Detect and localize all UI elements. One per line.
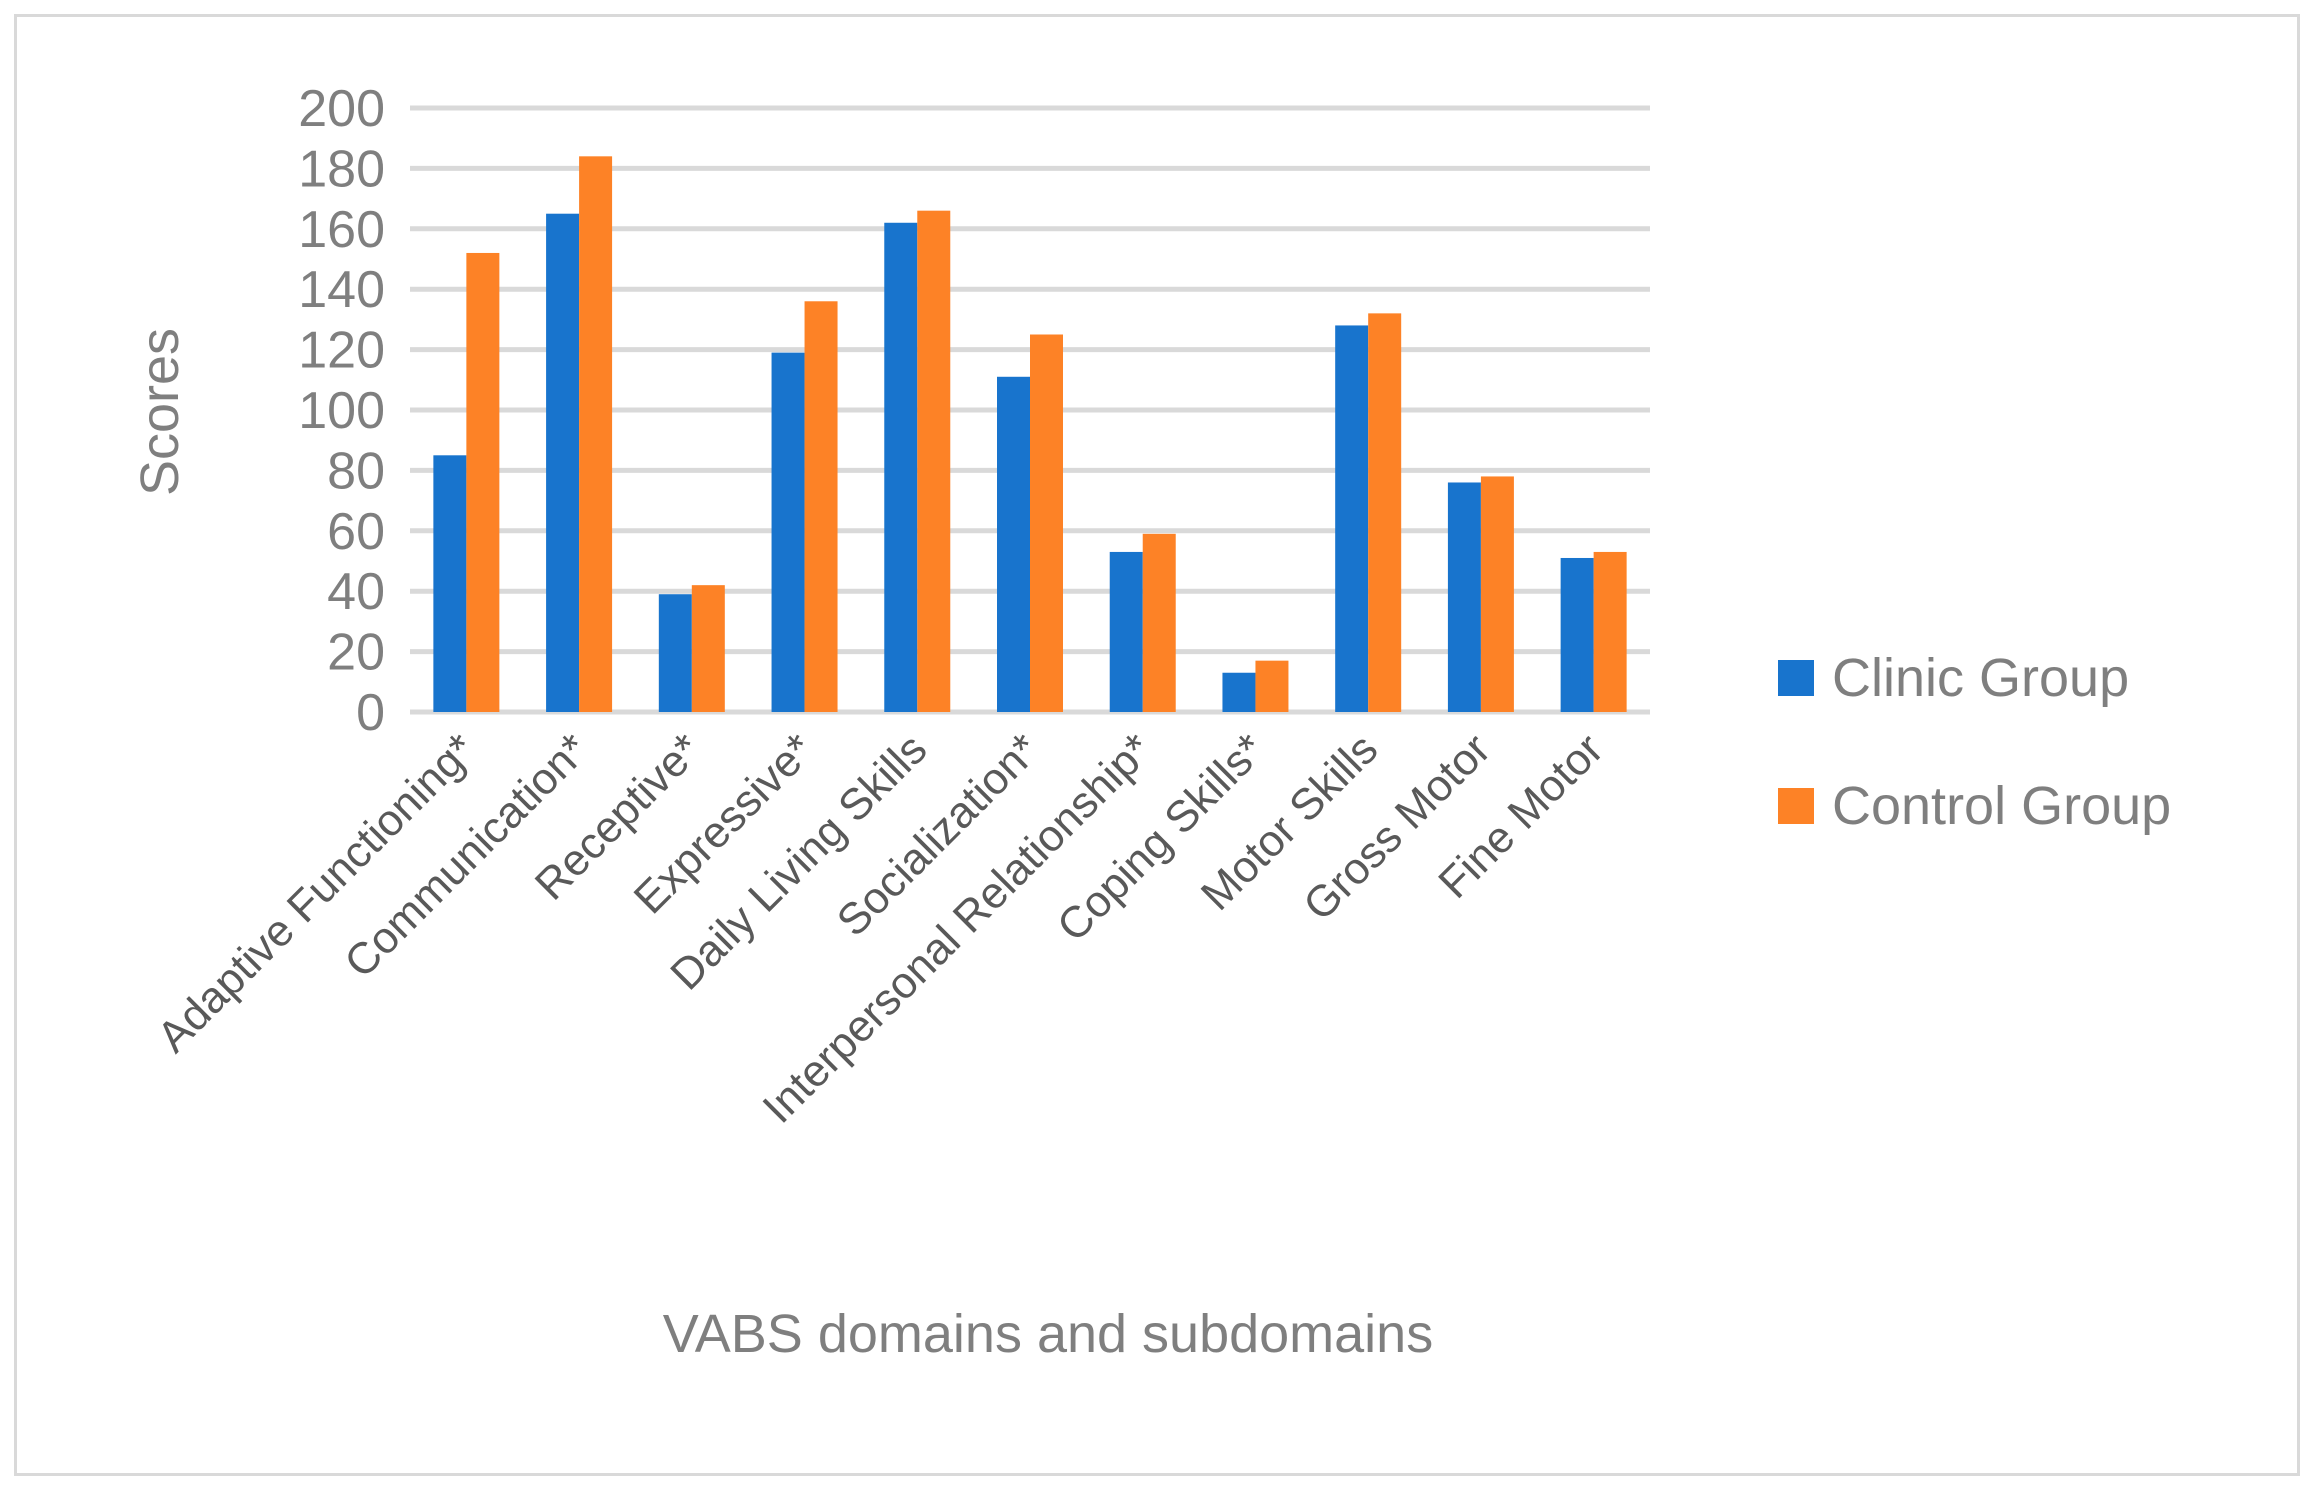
bar-control-8 [1368, 313, 1402, 712]
legend-label-1: Control Group [1832, 776, 2171, 836]
x-axis-title: VABS domains and subdomains [663, 1304, 1433, 1364]
bar-control-3 [804, 301, 838, 712]
bar-clinic-5 [997, 376, 1030, 712]
bar-control-10 [1593, 551, 1627, 712]
bar-clinic-1 [546, 213, 580, 712]
bar-clinic-0 [433, 455, 467, 712]
bar-clinic-3 [771, 352, 805, 712]
bars [433, 156, 1627, 712]
bar-control-4 [917, 210, 951, 712]
chart-frame [14, 14, 2300, 1476]
bar-control-1 [579, 156, 613, 712]
legend-label-0: Clinic Group [1832, 648, 2129, 708]
legend-swatch-0 [1778, 660, 1814, 696]
y-tick-label: 120 [298, 322, 385, 380]
y-tick-label: 20 [327, 624, 385, 682]
bar-control-5 [1030, 334, 1063, 712]
bar-clinic-2 [658, 594, 692, 712]
bar-control-6 [1142, 533, 1176, 712]
y-tick-label: 160 [298, 201, 385, 259]
bar-clinic-9 [1447, 482, 1481, 712]
bar-control-9 [1480, 476, 1514, 712]
bar-clinic-4 [884, 222, 918, 712]
y-tick-label: 60 [327, 503, 385, 561]
y-tick-label: 80 [327, 442, 385, 500]
y-tick-label: 140 [298, 261, 385, 319]
x-axis-category-labels: Adaptive Functioning*Communication*Recep… [148, 724, 1613, 1132]
bar-control-0 [466, 252, 500, 712]
bar-clinic-7 [1222, 672, 1256, 712]
bar-clinic-6 [1109, 551, 1143, 712]
y-axis-title: Scores [130, 328, 190, 496]
bar-control-7 [1255, 660, 1289, 712]
bar-clinic-10 [1560, 557, 1594, 712]
bar-control-2 [691, 585, 725, 712]
gridlines [410, 105, 1650, 715]
bar-clinic-8 [1335, 325, 1369, 712]
y-tick-label: 0 [356, 684, 385, 742]
y-tick-label: 40 [327, 563, 385, 621]
legend-swatch-1 [1778, 788, 1814, 824]
y-tick-label: 200 [298, 80, 385, 138]
legend: Clinic Group Control Group [1778, 648, 2171, 836]
y-tick-label: 180 [298, 140, 385, 198]
y-tick-label: 100 [298, 382, 385, 440]
